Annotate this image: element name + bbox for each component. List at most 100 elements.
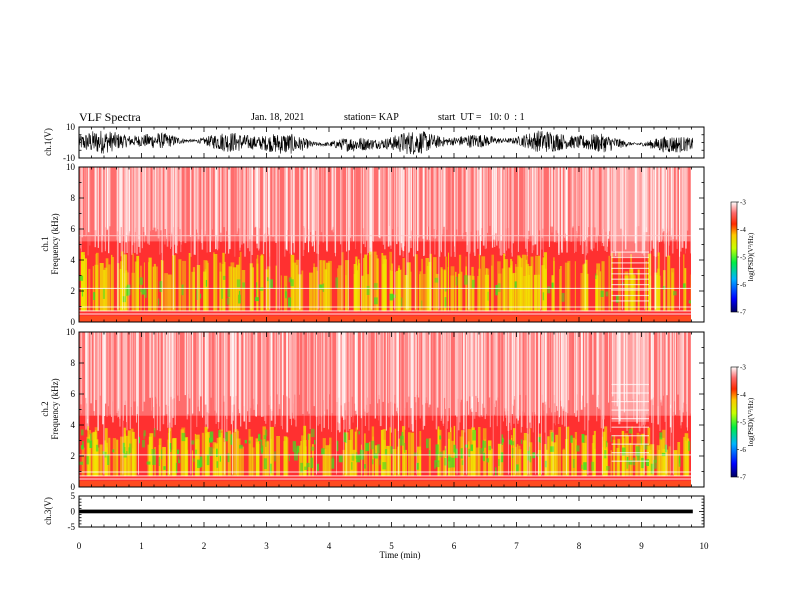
ch1-spectrogram-burst [540, 167, 541, 310]
ch2-spectrogram-speckle [282, 332, 283, 416]
ch1-spectrogram-speckle [511, 167, 513, 257]
ch2-spectrogram-green [527, 450, 530, 461]
ch2-spectrogram-green [239, 444, 243, 449]
ch2-spectrogram-lowband [301, 435, 304, 477]
ch2-spectrogram-speckle [576, 332, 578, 395]
ch2-spectrogram-green [439, 435, 442, 440]
ch2-spectrogram-green [95, 444, 99, 452]
ch2-spectrogram-speckle [442, 332, 445, 415]
ch2-spectrogram-speckle [513, 332, 515, 424]
ch1-spectrogram-lowband [425, 258, 429, 312]
colorbar-tick-label: -5 [740, 254, 746, 262]
ch1-spectrogram-speckle [171, 167, 173, 235]
ch2-spectrogram-green [470, 444, 473, 452]
ch1-spectrogram-speckle [690, 167, 691, 254]
ch1-spectrogram-green [547, 286, 551, 294]
ch2-spectrogram-lowband [283, 441, 286, 477]
ch2-spectrogram-speckle [234, 332, 237, 433]
ch1-spectrogram-lowband [443, 269, 446, 312]
ch2-spectrogram-speckle [123, 332, 124, 421]
ch2-spectrogram-speckle [262, 332, 265, 417]
ch2-spectrogram-speckle [340, 332, 342, 406]
ch2-spectrogram-lowband [355, 427, 358, 477]
ch2-spectrogram-green [124, 447, 126, 454]
ch2-spectrogram-speckle [186, 332, 188, 420]
ch1-spectrogram-lowband [358, 259, 360, 312]
ch1-spectrogram-lowband [131, 272, 135, 312]
ch2-spectrogram-speckle [173, 332, 175, 399]
ch2-spectrogram-green [263, 458, 267, 469]
ch2-spectrogram-blank [692, 332, 705, 487]
ch2-spectrogram-speckle [619, 332, 621, 421]
ch1-spectrogram-lowband [515, 266, 519, 312]
ch1-spectrogram-speckle [593, 167, 595, 249]
ch2-spectrogram-speckle [204, 332, 207, 405]
ch2-spectrogram-green [645, 459, 649, 466]
ch2-spectrogram-lowband [558, 427, 561, 477]
ch1-spectrogram-green [93, 292, 96, 300]
ch2-spectrogram-speckle [226, 332, 228, 420]
ch2-spectrogram-speckle [352, 332, 354, 423]
ch2-spectrogram-green [373, 449, 376, 458]
ch1-spectrogram-speckle [366, 167, 368, 256]
ch1-spectrogram-event-line [611, 289, 649, 291]
ch1-spectrogram-lowband [161, 260, 164, 312]
ch1-spectrogram-speckle [292, 167, 294, 244]
ch2-spectrogram-green [260, 439, 263, 451]
ch1-spectrogram-speckle [334, 167, 337, 253]
ch1-spectrogram-speckle [657, 167, 659, 235]
ch1-spectrogram-lowband [445, 256, 447, 312]
ch1-spectrogram-burst [172, 167, 174, 310]
ch2-spectrogram-speckle [616, 332, 618, 407]
ch1-spectrogram-green [222, 275, 226, 280]
ch2-spectrogram-speckle [162, 332, 165, 425]
ch2-spectrogram-lowband [112, 438, 117, 477]
ch1-spectrogram-speckle [373, 167, 374, 242]
ch1-spectrogram-speckle [322, 167, 324, 243]
ch1-spectrogram-lowband [481, 256, 486, 312]
ch2-spectrogram-burst [398, 332, 399, 475]
ch2-spectrogram-speckle [396, 332, 398, 408]
ch1-spectrogram-speckle [135, 167, 137, 228]
ch2-spectrogram-speckle [351, 332, 353, 397]
ch2-spectrogram-green [390, 446, 393, 454]
ch2-spectrogram-green [152, 455, 156, 465]
ch1-spectrogram-speckle [127, 167, 129, 236]
ch2-spectrogram-burst [492, 332, 494, 475]
ch2-spectrogram-lowband [231, 432, 236, 477]
ch1-spectrogram-speckle [179, 167, 181, 230]
ch1-spectrogram-lowband [99, 263, 104, 312]
ch1-spectrogram-speckle [346, 167, 348, 252]
ch1-spectrogram-lowband [164, 273, 168, 312]
ch1-spectrogram-speckle [556, 167, 558, 243]
ch1-spectrogram-lowband [337, 268, 339, 312]
ch1-spectrogram-speckle [400, 167, 403, 244]
ch2-spectrogram-green [244, 439, 247, 444]
ch2-spectrogram-speckle [80, 332, 82, 405]
ch2-spectrogram-speckle [129, 332, 131, 429]
ch2-spectrogram-speckle [553, 332, 556, 404]
ch2-spectrogram-green [216, 448, 218, 457]
ch2-spectrogram-lowband [402, 426, 405, 477]
ch2-spectrogram-speckle [610, 332, 611, 433]
ch1-spectrogram-speckle [105, 167, 106, 228]
ch1-spectrogram-speckle [570, 167, 573, 242]
ch2-spectrogram-burst [416, 332, 417, 475]
ch2-spectrogram-speckle [542, 332, 544, 403]
ch2-spectrogram-speckle [473, 332, 476, 419]
ch2-spectrogram-green [90, 433, 92, 440]
ch2-spectrogram-speckle [481, 332, 483, 417]
ch2-spectrogram-green [511, 448, 514, 458]
ch1-spectrogram-speckle [308, 167, 310, 253]
ch1-spectrogram-speckle [441, 167, 442, 253]
ch2-spectrogram-burst [316, 332, 317, 475]
ch1-spectrogram-green [238, 294, 241, 304]
ch2-spectrogram-speckle [602, 332, 605, 420]
ch1-spectrogram-lowband [397, 267, 400, 312]
ch2-spectrogram-speckle [174, 332, 176, 425]
ch2-spectrogram-speckle [118, 332, 120, 409]
ch1-spectrogram-lowband [96, 252, 99, 312]
ch1-spectrogram-speckle [387, 167, 390, 247]
ch1-spectrogram-speckle [204, 167, 207, 235]
ch1-spectrogram-speckle [128, 167, 130, 234]
